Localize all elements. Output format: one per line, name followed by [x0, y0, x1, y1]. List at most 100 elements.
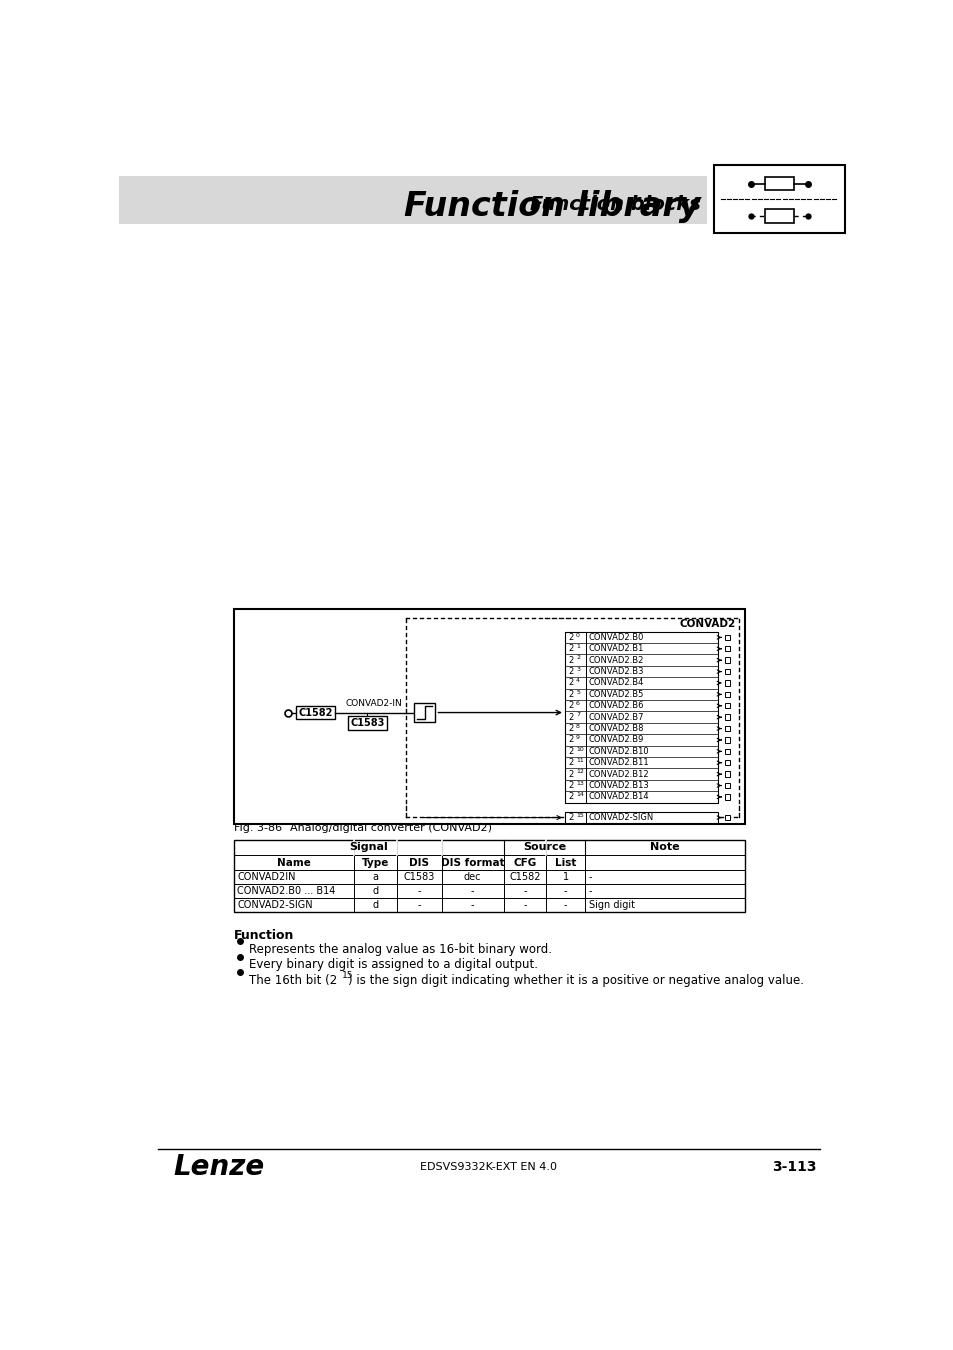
Text: DIS: DIS [409, 857, 429, 868]
Text: ) is the sign digit indicating whether it is a positive or negative analog value: ) is the sign digit indicating whether i… [348, 973, 803, 987]
Text: 15: 15 [342, 971, 354, 980]
Text: CONVAD2.B10: CONVAD2.B10 [587, 747, 648, 756]
Text: C1583: C1583 [403, 872, 435, 883]
Text: Sign digit: Sign digit [588, 900, 635, 910]
FancyBboxPatch shape [723, 647, 729, 652]
Text: 2: 2 [568, 759, 573, 767]
FancyBboxPatch shape [723, 714, 729, 720]
Text: CONVAD2.B9: CONVAD2.B9 [587, 736, 643, 744]
Text: 2: 2 [568, 769, 573, 779]
Text: 14: 14 [576, 792, 583, 796]
FancyBboxPatch shape [723, 680, 729, 686]
Text: CONVAD2-SIGN: CONVAD2-SIGN [236, 900, 313, 910]
Text: 2: 2 [568, 724, 573, 733]
Text: Every binary digit is assigned to a digital output.: Every binary digit is assigned to a digi… [249, 958, 537, 971]
FancyBboxPatch shape [723, 760, 729, 765]
Text: 8: 8 [576, 724, 579, 729]
Text: 2: 2 [568, 690, 573, 699]
Text: Name: Name [276, 857, 311, 868]
Text: 1: 1 [576, 644, 579, 649]
Text: Analog/digital converter (CONVAD2): Analog/digital converter (CONVAD2) [290, 824, 491, 833]
FancyBboxPatch shape [723, 737, 729, 742]
Text: 15: 15 [576, 813, 583, 818]
Text: -: - [522, 886, 526, 896]
Text: CONVAD2.B3: CONVAD2.B3 [587, 667, 643, 676]
Text: CONVAD2-IN: CONVAD2-IN [346, 699, 402, 707]
Text: 4: 4 [576, 678, 579, 683]
Text: Note: Note [650, 842, 679, 852]
Text: 12: 12 [576, 769, 583, 775]
FancyBboxPatch shape [723, 668, 729, 674]
Text: 2: 2 [568, 633, 573, 641]
Text: 10: 10 [576, 747, 583, 752]
Text: CONVAD2.B7: CONVAD2.B7 [587, 713, 643, 722]
FancyBboxPatch shape [119, 176, 706, 224]
Text: Function library: Function library [403, 190, 700, 223]
Text: CONVAD2.B0: CONVAD2.B0 [587, 633, 643, 641]
Text: CONVAD2.B5: CONVAD2.B5 [587, 690, 643, 699]
Text: Represents the analog value as 16-bit binary word.: Represents the analog value as 16-bit bi… [249, 942, 552, 956]
Text: -: - [563, 886, 567, 896]
Text: 1: 1 [562, 872, 568, 883]
Text: d: d [372, 886, 378, 896]
FancyBboxPatch shape [414, 703, 435, 722]
Text: Lenze: Lenze [173, 1153, 265, 1181]
Text: CONVAD2.B2: CONVAD2.B2 [587, 656, 643, 664]
Text: 2: 2 [568, 747, 573, 756]
Text: a: a [372, 872, 378, 883]
FancyBboxPatch shape [348, 717, 386, 730]
Text: -: - [471, 900, 474, 910]
Text: 9: 9 [576, 736, 579, 740]
Text: Source: Source [522, 842, 565, 852]
FancyBboxPatch shape [233, 609, 744, 825]
Text: 3: 3 [576, 667, 579, 672]
Text: 2: 2 [568, 701, 573, 710]
Text: CONVAD2.B13: CONVAD2.B13 [587, 782, 648, 790]
FancyBboxPatch shape [723, 726, 729, 732]
Text: CONVAD2.B1: CONVAD2.B1 [587, 644, 643, 653]
Text: Fig. 3-86: Fig. 3-86 [233, 824, 282, 833]
FancyBboxPatch shape [723, 691, 729, 697]
Text: The 16th bit (2: The 16th bit (2 [249, 973, 337, 987]
FancyBboxPatch shape [723, 794, 729, 799]
FancyBboxPatch shape [723, 634, 729, 640]
Text: -: - [588, 872, 592, 883]
Text: 2: 2 [576, 655, 579, 660]
Text: 2: 2 [568, 792, 573, 802]
Text: CONVAD2.B11: CONVAD2.B11 [587, 759, 648, 767]
Text: C1582: C1582 [298, 707, 333, 718]
Text: 7: 7 [576, 713, 579, 717]
Text: 5: 5 [576, 690, 579, 694]
Text: dec: dec [463, 872, 481, 883]
Text: 2: 2 [568, 644, 573, 653]
Text: CONVAD2.B12: CONVAD2.B12 [587, 769, 648, 779]
Text: d: d [372, 900, 378, 910]
Text: 2: 2 [568, 813, 573, 822]
Text: CONVAD2.B0 ... B14: CONVAD2.B0 ... B14 [236, 886, 335, 896]
FancyBboxPatch shape [723, 815, 729, 821]
FancyBboxPatch shape [723, 771, 729, 776]
Text: CFG: CFG [513, 857, 536, 868]
Text: CONVAD2IN: CONVAD2IN [236, 872, 295, 883]
Text: -: - [563, 900, 567, 910]
Text: -: - [588, 886, 592, 896]
Text: CONVAD2: CONVAD2 [679, 620, 736, 629]
Text: DIS format: DIS format [440, 857, 504, 868]
Text: CONVAD2.B8: CONVAD2.B8 [587, 724, 643, 733]
FancyBboxPatch shape [764, 177, 794, 190]
FancyBboxPatch shape [564, 632, 718, 803]
Text: 2: 2 [568, 713, 573, 722]
Text: Function: Function [233, 929, 294, 942]
Text: -: - [522, 900, 526, 910]
FancyBboxPatch shape [764, 209, 794, 223]
Text: 2: 2 [568, 667, 573, 676]
Text: 6: 6 [576, 701, 579, 706]
Text: CONVAD2.B6: CONVAD2.B6 [587, 701, 643, 710]
FancyBboxPatch shape [233, 840, 744, 913]
Text: CONVAD2.B4: CONVAD2.B4 [587, 679, 643, 687]
Text: 2: 2 [568, 736, 573, 744]
Text: 13: 13 [576, 780, 583, 786]
Text: -: - [417, 900, 420, 910]
Text: Function blocks: Function blocks [529, 196, 700, 215]
Text: 2: 2 [568, 782, 573, 790]
